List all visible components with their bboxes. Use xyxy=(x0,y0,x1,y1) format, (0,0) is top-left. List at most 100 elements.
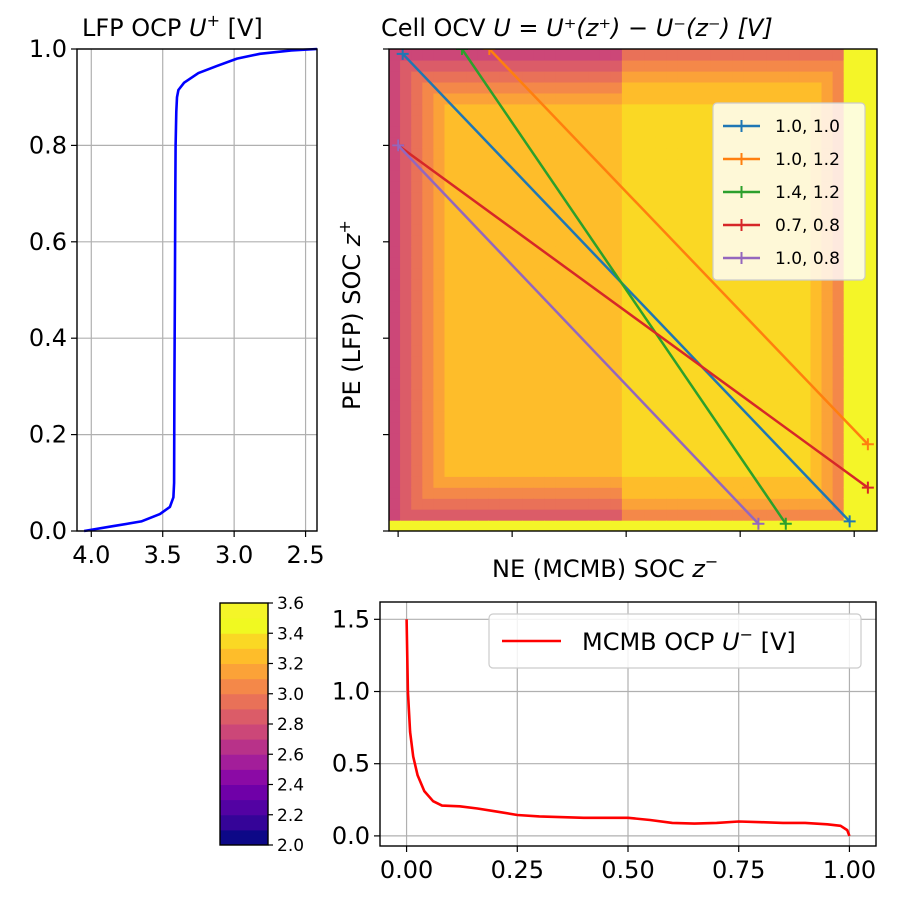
ocv-heatmap-cell xyxy=(555,454,568,466)
ocv-heatmap-cell xyxy=(777,520,789,531)
ocv-heatmap-cell xyxy=(433,147,446,160)
ocv-heatmap-cell xyxy=(477,49,490,61)
ocv-heatmap-cell xyxy=(633,366,645,379)
ocv-heatmap-cell xyxy=(466,114,479,127)
ocv-heatmap-cell xyxy=(633,268,645,280)
mcmb-xtick-label: 0.75 xyxy=(712,856,765,884)
ocv-heatmap-cell xyxy=(655,257,667,269)
ocv-heatmap-cell xyxy=(566,432,579,444)
ocv-heatmap-cell xyxy=(511,136,523,149)
ocv-heatmap-cell xyxy=(455,246,468,258)
ocv-heatmap-cell xyxy=(544,454,556,466)
ocv-heatmap-cell xyxy=(533,432,545,444)
ocv-heatmap-cell xyxy=(477,70,490,83)
ocv-heatmap-cell xyxy=(633,487,645,499)
ocv-heatmap-cell xyxy=(499,92,512,105)
ocv-heatmap-cell xyxy=(732,454,745,466)
ocv-heatmap-cell xyxy=(511,224,523,236)
ocv-heatmap-cell xyxy=(433,257,446,269)
ocv-heatmap-cell xyxy=(511,377,523,390)
ocv-heatmap-cell xyxy=(433,377,446,390)
ocv-heatmap-cell xyxy=(666,114,678,127)
ocv-heatmap-cell xyxy=(466,301,479,313)
ocv-heatmap-cell xyxy=(511,509,523,521)
ocv-heatmap-cell xyxy=(389,60,401,72)
ocv-heatmap-cell xyxy=(533,213,545,225)
ocv-heatmap-cell xyxy=(633,169,645,182)
ocv-heatmap-cell xyxy=(444,366,457,379)
ocv-heatmap-cell xyxy=(566,421,579,434)
ocv-heatmap-cell xyxy=(810,322,823,335)
ocv-heatmap-cell xyxy=(499,498,512,510)
ocv-heatmap-cell xyxy=(743,388,756,401)
ocv-heatmap-cell xyxy=(555,180,568,193)
ocv-heatmap-cell xyxy=(599,60,612,72)
ocv-heatmap-cell xyxy=(810,410,823,423)
ocv-heatmap-cell xyxy=(821,454,834,466)
ocv-heatmap-cell xyxy=(433,344,446,357)
ocv-heatmap-cell xyxy=(832,377,845,390)
ocv-heatmap-cell xyxy=(411,125,423,138)
ocv-heatmap-cell xyxy=(610,235,623,247)
ocv-heatmap-cell xyxy=(865,268,877,280)
ocv-heatmap-cell xyxy=(577,103,590,116)
ocv-heatmap-cell xyxy=(821,301,834,313)
ocv-heatmap-cell xyxy=(633,81,645,94)
ocv-heatmap-cell xyxy=(621,301,634,313)
mcmb-ytick-label: 1.0 xyxy=(332,678,370,706)
ocv-heatmap-cell xyxy=(677,235,690,247)
ocv-heatmap-cell xyxy=(400,311,412,324)
ocv-legend-marker xyxy=(735,186,748,198)
ocv-heatmap-cell xyxy=(865,366,877,379)
ocv-heatmap-cell xyxy=(599,421,612,434)
ocv-legend-label: 1.0, 1.0 xyxy=(775,117,840,137)
ocv-heatmap-cell xyxy=(821,81,834,94)
ocv-heatmap-cell xyxy=(655,476,667,488)
ocv-heatmap-cell xyxy=(865,465,877,477)
ocv-heatmap-cell xyxy=(411,169,423,182)
colorbar-tick-label: 2.4 xyxy=(277,776,304,796)
ocv-heatmap-cell xyxy=(688,301,701,313)
ocv-heatmap-cell xyxy=(865,81,877,94)
ocv-heatmap-cell xyxy=(422,224,434,236)
ocv-heatmap-cell xyxy=(655,81,667,94)
ocv-heatmap-cell xyxy=(766,388,778,401)
ocv-heatmap-cell xyxy=(389,103,401,116)
ocv-heatmap-cell xyxy=(511,114,523,127)
ocv-heatmap-cell xyxy=(422,344,434,357)
ocv-heatmap-cell xyxy=(854,311,867,324)
ocv-heatmap-cell xyxy=(577,465,590,477)
ocv-heatmap-cell xyxy=(843,290,856,302)
ocv-heatmap-cell xyxy=(610,443,623,455)
colorbar-level xyxy=(220,618,268,634)
ocv-heatmap-cell xyxy=(710,432,723,444)
ocv-heatmap-cell xyxy=(433,191,446,203)
ocv-heatmap-cell xyxy=(721,366,734,379)
ocv-heatmap-cell xyxy=(389,224,401,236)
ocv-heatmap-cell xyxy=(865,322,877,335)
ocv-heatmap-cell xyxy=(777,377,789,390)
ocv-heatmap-cell xyxy=(566,355,579,368)
ocv-heatmap-cell xyxy=(655,92,667,105)
ocv-heatmap-cell xyxy=(588,202,601,214)
ocv-heatmap-cell xyxy=(566,487,579,499)
ocv-heatmap-cell xyxy=(821,399,834,412)
ocv-heatmap-cell xyxy=(677,158,690,171)
ocv-heatmap-cell xyxy=(389,268,401,280)
ocv-heatmap-cell xyxy=(699,498,712,510)
ocv-heatmap-cell xyxy=(444,169,457,182)
ocv-heatmap-cell xyxy=(433,355,446,368)
ocv-heatmap-cell xyxy=(389,399,401,412)
ocv-heatmap-cell xyxy=(544,92,556,105)
ocv-heatmap-cell xyxy=(555,465,568,477)
ocv-heatmap-cell xyxy=(843,498,856,510)
ocv-series-marker xyxy=(483,49,496,55)
ocv-heatmap-cell xyxy=(699,114,712,127)
ocv-heatmap-cell xyxy=(566,465,579,477)
ocv-heatmap-cell xyxy=(488,202,501,214)
ocv-heatmap-cell xyxy=(743,355,756,368)
ocv-heatmap-cell xyxy=(666,125,678,138)
ocv-heatmap-cell xyxy=(766,311,778,324)
ocv-heatmap-cell xyxy=(511,246,523,258)
ocv-heatmap-cell xyxy=(455,454,468,466)
